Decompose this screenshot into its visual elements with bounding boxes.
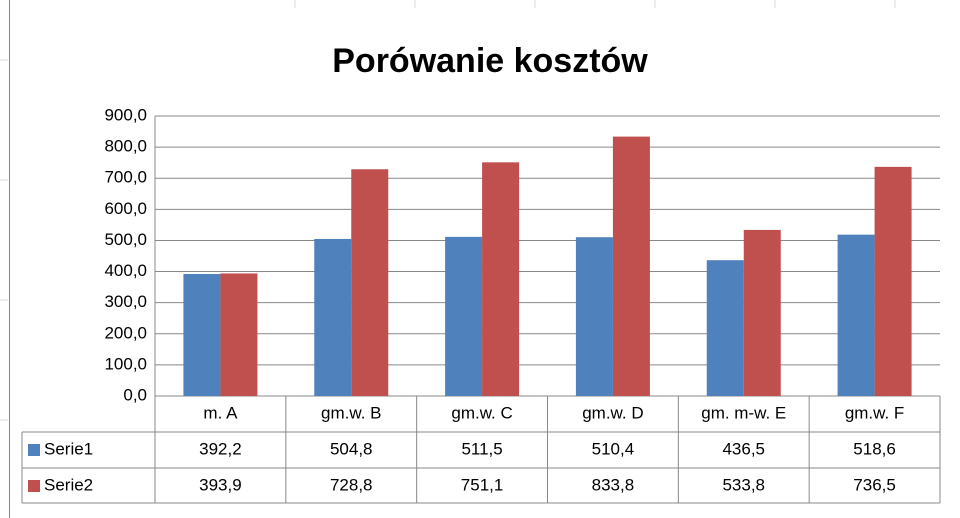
data-label: 436,5 [722,439,765,458]
data-label: 511,5 [461,439,502,458]
sheet-grid [0,0,896,421]
legend-swatch [28,444,40,456]
y-tick-label: 100,0 [104,354,147,373]
bar [837,234,875,396]
x-tick-label: gm.w. F [845,403,905,422]
y-tick-label: 300,0 [104,292,147,311]
legend-label: Serie2 [44,475,93,494]
data-label: 510,4 [592,439,635,458]
y-tick-label: 700,0 [104,168,147,187]
x-tick-label: m. A [203,403,238,422]
legend-label: Serie1 [44,439,93,458]
bar [743,229,781,396]
x-tick-label: gm.w. B [321,403,381,422]
bar [445,236,483,396]
data-label: 533,8 [722,475,765,494]
data-label: 392,2 [199,439,242,458]
y-tick-label: 900,0 [104,105,147,124]
data-label: 728,8 [330,475,373,494]
y-tick-label: 600,0 [104,199,147,218]
bar [874,166,912,396]
y-tick-label: 800,0 [104,137,147,156]
y-tick-label: 500,0 [104,230,147,249]
data-label: 736,5 [853,475,896,494]
data-label: 504,8 [330,439,373,458]
data-label: 751,1 [461,475,504,494]
x-tick-label: gm. m-w. E [701,403,786,422]
bar [351,169,389,396]
data-label: 393,9 [199,475,242,494]
bar [706,260,744,396]
x-tick-label: gm.w. D [582,403,643,422]
data-label: 518,6 [853,439,896,458]
y-tick-label: 0,0 [123,385,147,404]
chart-title: Porówanie kosztów [332,42,648,80]
y-tick-label: 200,0 [104,323,147,342]
bar [314,238,352,396]
bar [575,237,613,396]
bar [183,273,221,396]
x-tick-label: gm.w. C [451,403,512,422]
bar [220,273,258,396]
bar [612,136,650,396]
data-label: 833,8 [592,475,635,494]
bar [482,162,520,396]
legend-swatch [28,480,40,492]
y-tick-label: 400,0 [104,261,147,280]
